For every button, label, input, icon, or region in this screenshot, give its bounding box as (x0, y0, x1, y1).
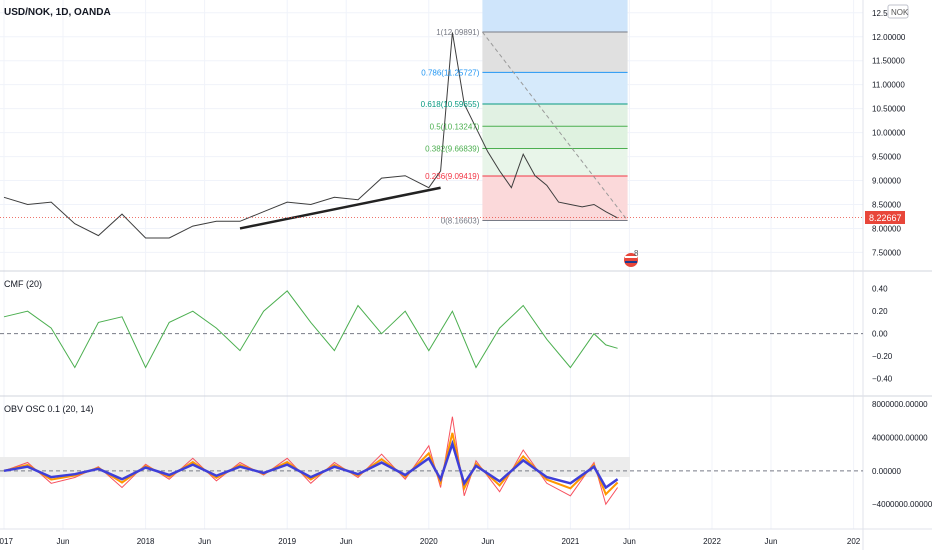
price-tick-label: 8.50000 (872, 200, 901, 209)
currency-badge[interactable]: NOK (887, 4, 909, 19)
obv-pane[interactable] (0, 416, 863, 506)
obv-tick-label: −4000000.00000 (872, 500, 932, 509)
price-tick-label: 11.50000 (872, 57, 905, 66)
cmf-series-line (3, 290, 618, 369)
time-tick-label: Jun (57, 537, 70, 546)
time-tick-label: 2021 (562, 537, 580, 546)
currency-badge-label: NOK (891, 8, 909, 17)
price-pane[interactable] (0, 31, 863, 239)
flag-icon-stripe-2 (625, 261, 637, 263)
time-tick-label: Jun (481, 537, 494, 546)
obv-tick-label: 4000000.00000 (872, 434, 928, 443)
fib-zone-fill (482, 176, 628, 221)
flag-icon-stripe (625, 256, 637, 258)
time-tick-label: 2022 (703, 537, 721, 546)
fib-zone-fill (482, 72, 628, 105)
time-tick-label: Jun (623, 537, 636, 546)
time-tick-label: Jun (765, 537, 778, 546)
fib-zone-fill (482, 148, 628, 177)
fib-level-labels: 1(12.09891) 0.786(11.25727) 0.618(10.59655… (421, 28, 480, 225)
fib-level-label: 0.382(9.66839) (425, 144, 480, 153)
fib-level-label: 0.236(9.09419) (425, 172, 480, 181)
fib-zone-fill (482, 104, 628, 127)
time-tick-label: 2020 (420, 537, 438, 546)
time-tick-label: 2019 (278, 537, 296, 546)
cmf-pane[interactable] (0, 290, 863, 369)
fib-zone-fill (482, 126, 628, 149)
earnings-badge-count: 8 (634, 249, 639, 258)
price-tick-label: 10.00000 (872, 129, 906, 138)
price-tick-label: 8.00000 (872, 224, 901, 233)
time-tick-label: Jun (340, 537, 353, 546)
cmf-pane-label: CMF (20) (4, 279, 42, 289)
cmf-tick-label: 0.00 (872, 330, 888, 339)
currency-badge-box (887, 4, 909, 19)
obv-tick-label: 0.00000 (872, 467, 901, 476)
time-axis[interactable]: 2017 Jun 2018 Jun 2019 Jun 2020 Jun 2021 Jun 2022 J… (0, 537, 861, 546)
cmf-tick-label: 0.40 (872, 285, 888, 294)
last-price-tag-bg (865, 211, 905, 224)
cmf-axis[interactable]: 0.40 0.20 0.00 −0.20 −0.40 (872, 285, 893, 384)
chart-title: USD/NOK, 1D, OANDA (4, 7, 111, 18)
time-tick-label: 2018 (137, 537, 155, 546)
fib-level-label: 0.786(11.25727) (421, 68, 479, 77)
fib-level-label: 0(8.16603) (441, 216, 480, 225)
price-tick-label: 7.50000 (872, 248, 901, 257)
fib-trend-diagonal (482, 31, 628, 221)
price-tick-label: 11.00000 (872, 81, 905, 90)
fib-retracement[interactable] (482, 0, 628, 221)
obv-pane-label: OBV OSC 0.1 (20, 14) (4, 404, 94, 414)
cmf-tick-label: 0.20 (872, 307, 888, 316)
price-tick-label: 9.00000 (872, 177, 901, 186)
fib-level-label: 0.618(10.59655) (421, 100, 480, 109)
fib-level-label: 0.5(10.13247) (430, 122, 480, 131)
obv-trend-line (3, 439, 619, 490)
price-series-line (3, 32, 618, 239)
cmf-tick-label: −0.40 (872, 375, 893, 384)
time-tick-label: Jun (198, 537, 211, 546)
time-tick-label: 202 (847, 537, 861, 546)
time-tick-label: 2017 (0, 537, 13, 546)
price-tick-label: 12.00000 (872, 33, 906, 42)
price-tick-label: 10.50000 (872, 105, 906, 114)
fib-extension-fill (482, 0, 628, 33)
last-price-tag: 8.22667 (865, 211, 905, 224)
trendline[interactable] (239, 186, 441, 230)
last-price-value: 8.22667 (869, 213, 902, 223)
earnings-badge[interactable]: 8 (624, 249, 639, 267)
fib-level-label: 1(12.09891) (436, 28, 479, 37)
fib-zone-fill (482, 32, 628, 73)
grid-lines (0, 0, 863, 529)
obv-axis[interactable]: 8000000.00000 4000000.00000 0.00000 −400000… (872, 400, 932, 509)
obv-tick-label: 8000000.00000 (872, 400, 928, 409)
cmf-tick-label: −0.20 (872, 352, 893, 361)
price-tick-label: 9.50000 (872, 153, 901, 162)
